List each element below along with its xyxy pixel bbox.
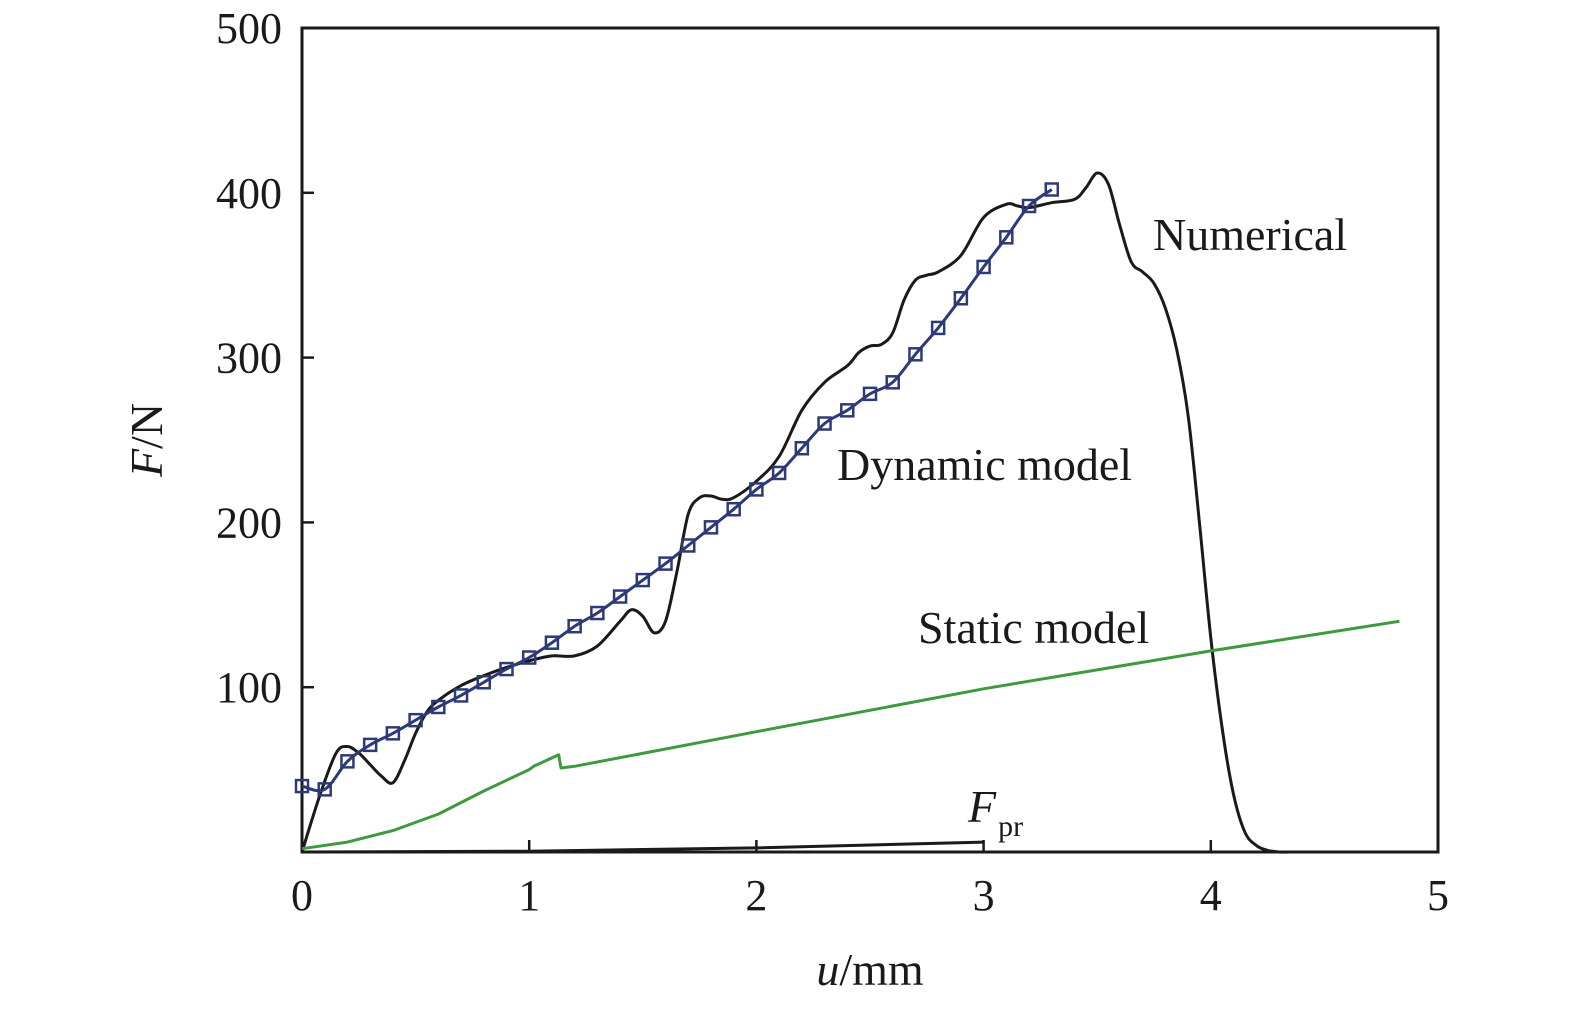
dynamic-model-marker [385,726,401,741]
plot-series [294,171,1438,854]
x-tick-label: 3 [973,871,995,920]
dynamic-model-marker [635,572,651,588]
plot-labels: Numerical Dynamic model Static model Fpr… [121,209,1347,995]
dynamic-model-marker [1021,198,1037,214]
dynamic-model-marker [408,712,423,728]
dynamic-model-marker [930,320,946,336]
y-tick-label: 200 [216,498,282,547]
dynamic-model-marker [476,675,492,690]
x-axis-var: u [816,944,839,995]
dynamic-model-marker [612,589,628,604]
y-tick-label: 400 [216,169,282,218]
dynamic-model-marker [680,538,696,553]
dynamic-model-marker [317,782,332,797]
dynamic-model-marker [862,386,878,402]
dynamic-model-marker [840,403,855,418]
dynamic-model-marker [521,650,537,665]
dynamic-model-marker [431,699,446,715]
dynamic-model-marker [794,440,810,456]
dynamic-model-marker [1044,182,1060,197]
dynamic-model-marker [340,754,355,769]
dynamic-model-marker [749,482,764,497]
y-axis-title: F/N [121,403,172,478]
y-tick-label: 300 [216,334,282,383]
dynamic-model-marker [703,520,719,535]
numerical-label: Numerical [1153,209,1347,260]
x-tick-label: 5 [1427,871,1449,920]
y-axis-unit: /N [121,403,172,449]
dynamic-model-curve [301,188,1053,793]
fpr-label-sub: pr [998,810,1023,843]
dynamic-model-marker [885,375,900,390]
x-tick-label: 0 [291,871,313,920]
dynamic-model-marker [544,635,560,650]
x-axis-unit: /mm [839,944,924,995]
numerical-curve [300,171,1438,854]
x-axis-title: u/mm [816,944,924,995]
dynamic-model-marker [908,347,923,362]
y-axis-var: F [121,448,172,478]
x-tick-label: 2 [745,871,767,920]
static-model-label: Static model [918,602,1149,653]
y-tick-label: 500 [216,4,282,53]
dynamic-model-marker [726,501,741,517]
dynamic-model-marker [817,416,832,431]
axes: 0 1 2 3 4 5 100 200 300 400 500 [216,4,1449,920]
static-model-curve [301,619,1400,851]
y-tick-label: 100 [216,663,282,712]
fpr-curve [301,840,984,854]
x-tick-label: 4 [1200,871,1222,920]
dynamic-model-marker [590,605,605,621]
dynamic-model-marker [567,618,582,634]
dynamic-model-marker [953,291,969,306]
dynamic-model-marker [499,661,514,677]
dynamic-model-marker [362,737,378,753]
fpr-label-main: F [967,781,997,832]
fpr-label: Fpr [967,781,1023,843]
dynamic-model-marker [976,259,991,275]
plot-frame [300,26,1440,854]
dynamic-model-marker [453,688,469,703]
dynamic-model-marker [771,465,787,481]
dynamic-model-marker [999,230,1014,245]
dynamic-model-marker [294,778,310,794]
dynamic-model-label: Dynamic model [837,439,1132,490]
dynamic-model-marker [658,556,673,571]
x-tick-label: 1 [518,871,540,920]
